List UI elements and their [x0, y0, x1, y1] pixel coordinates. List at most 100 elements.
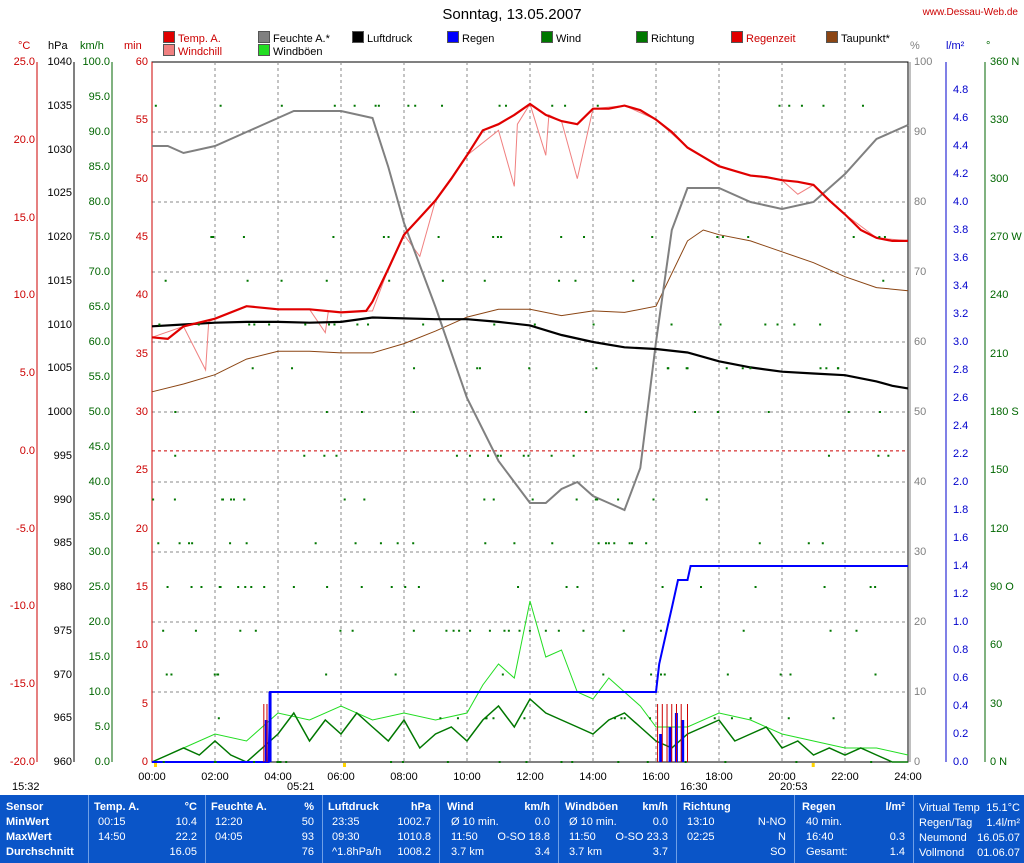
humidity-tick-label: 100	[914, 56, 933, 68]
direction-dot	[574, 279, 577, 282]
wind-tick-label: 0.0	[94, 756, 110, 768]
stats-temp-column: Temp. A. °C 00:15 10.4 14:50 22.2 16.05	[88, 795, 205, 863]
stats-time: Gesamt:	[806, 846, 848, 858]
rain-tick-label: 2.8	[953, 364, 969, 376]
rain-tick-label: 2.6	[953, 392, 969, 404]
humidity-tick-label: 30	[914, 546, 927, 558]
direction-dot	[354, 542, 357, 545]
direction-dot	[194, 629, 197, 632]
pressure-tick-label: 1020	[47, 231, 72, 243]
column-separator	[205, 795, 206, 863]
pressure-tick-label: 960	[53, 756, 72, 768]
website-link[interactable]: www.Dessau-Web.de	[922, 7, 1018, 18]
direction-dot	[716, 236, 719, 238]
direction-dot	[595, 367, 598, 370]
direction-tick-label: 300	[990, 172, 1009, 185]
direction-tick-label: 240	[990, 289, 1009, 302]
direction-dot	[219, 586, 222, 588]
direction-dot	[518, 629, 521, 632]
stats-time: 00:15	[98, 816, 126, 828]
direction-dot	[501, 673, 504, 676]
direction-dot	[525, 761, 528, 763]
direction-dot	[483, 279, 486, 282]
temp-tick-label: 15.0	[13, 211, 35, 224]
direction-dot	[485, 717, 488, 720]
direction-dot	[353, 104, 356, 107]
direction-dot	[441, 279, 444, 282]
rain-tick-label: 2.0	[953, 476, 969, 488]
stats-sensor-column: Sensor MinWert MaxWert Durchschnitt	[0, 795, 88, 863]
rain-tick-label: 0.4	[953, 700, 969, 712]
direction-dot	[214, 761, 217, 763]
direction-dot	[747, 236, 750, 238]
legend-label: Windböen	[273, 46, 323, 58]
rain-tick-label: 3.4	[953, 280, 969, 292]
direction-dot	[158, 323, 161, 326]
x-tick-label: 22:00	[831, 771, 859, 783]
stats-value: O-SO 18.8	[497, 831, 550, 843]
direction-dot	[486, 454, 489, 457]
stats-misc-value: 15.1°C	[986, 802, 1020, 814]
direction-dot	[726, 673, 729, 676]
stats-table: Sensor MinWert MaxWert Durchschnitt Temp. A.…	[0, 795, 1024, 863]
stats-time: 3.7 km	[569, 846, 603, 858]
direction-dot	[276, 761, 279, 763]
temp-tick-label: -5.0	[16, 522, 35, 535]
stats-value: N	[778, 831, 786, 843]
direction-dot	[303, 454, 306, 457]
wind-tick-label: 25.0	[88, 581, 110, 593]
direction-dot	[154, 104, 157, 107]
wind-tick-label: 40.0	[88, 476, 110, 488]
stats-header: Sensor	[6, 801, 44, 813]
direction-dot	[572, 454, 575, 457]
direction-dot	[401, 761, 404, 763]
temp-tick-label: 10.0	[13, 289, 35, 302]
direction-dot	[661, 586, 664, 588]
legend-swatch	[731, 31, 743, 43]
direction-dot	[484, 542, 487, 545]
x-tick-label: 04:00	[264, 771, 292, 783]
direction-dot	[200, 586, 203, 588]
direction-tick-label: 360 N	[990, 56, 1020, 68]
direction-dot	[874, 673, 877, 676]
x-tick-label: 10:00	[453, 771, 481, 783]
legend-swatch	[447, 31, 459, 43]
humidity-tick-label: 10	[914, 686, 927, 698]
x-tick-label: 06:00	[327, 771, 355, 783]
legend-swatch	[258, 31, 270, 43]
direction-dot	[713, 717, 716, 720]
direction-dot	[527, 454, 530, 457]
rain-tick-label: 1.4	[953, 560, 969, 572]
minutes-tick-label: 20	[135, 522, 148, 535]
stats-value: O-SO 23.3	[615, 831, 668, 843]
wind-tick-label: 95.0	[88, 91, 110, 103]
direction-dot	[332, 236, 335, 238]
legend-swatch	[163, 44, 175, 56]
direction-dot	[646, 761, 649, 763]
pressure-unit: hPa	[48, 40, 68, 52]
direction-dot	[190, 586, 193, 588]
direction-dot	[558, 279, 561, 282]
direction-dot	[623, 717, 626, 720]
direction-dot	[333, 104, 336, 107]
direction-tick-label: 60	[990, 639, 1003, 652]
stats-value: 0.0	[534, 816, 550, 828]
rain-unit: l/m²	[946, 40, 965, 52]
rain-bar	[681, 720, 685, 762]
direction-dot	[250, 586, 253, 588]
direction-dot	[585, 411, 588, 413]
direction-dot	[617, 761, 620, 763]
legend-swatch	[636, 31, 648, 43]
stats-header: Temp. A.	[94, 801, 140, 813]
sun-event-time: 20:53	[780, 781, 808, 793]
direction-dot	[210, 236, 213, 238]
direction-dot	[343, 498, 346, 501]
temp-tick-label: 5.0	[19, 367, 35, 380]
direction-dot	[246, 279, 249, 282]
rain-tick-label: 1.8	[953, 504, 969, 516]
direction-dot	[492, 498, 495, 501]
direction-dot	[793, 323, 796, 326]
direction-dot	[776, 323, 779, 326]
x-tick-label: 16:00	[642, 771, 670, 783]
direction-dot	[741, 367, 744, 370]
